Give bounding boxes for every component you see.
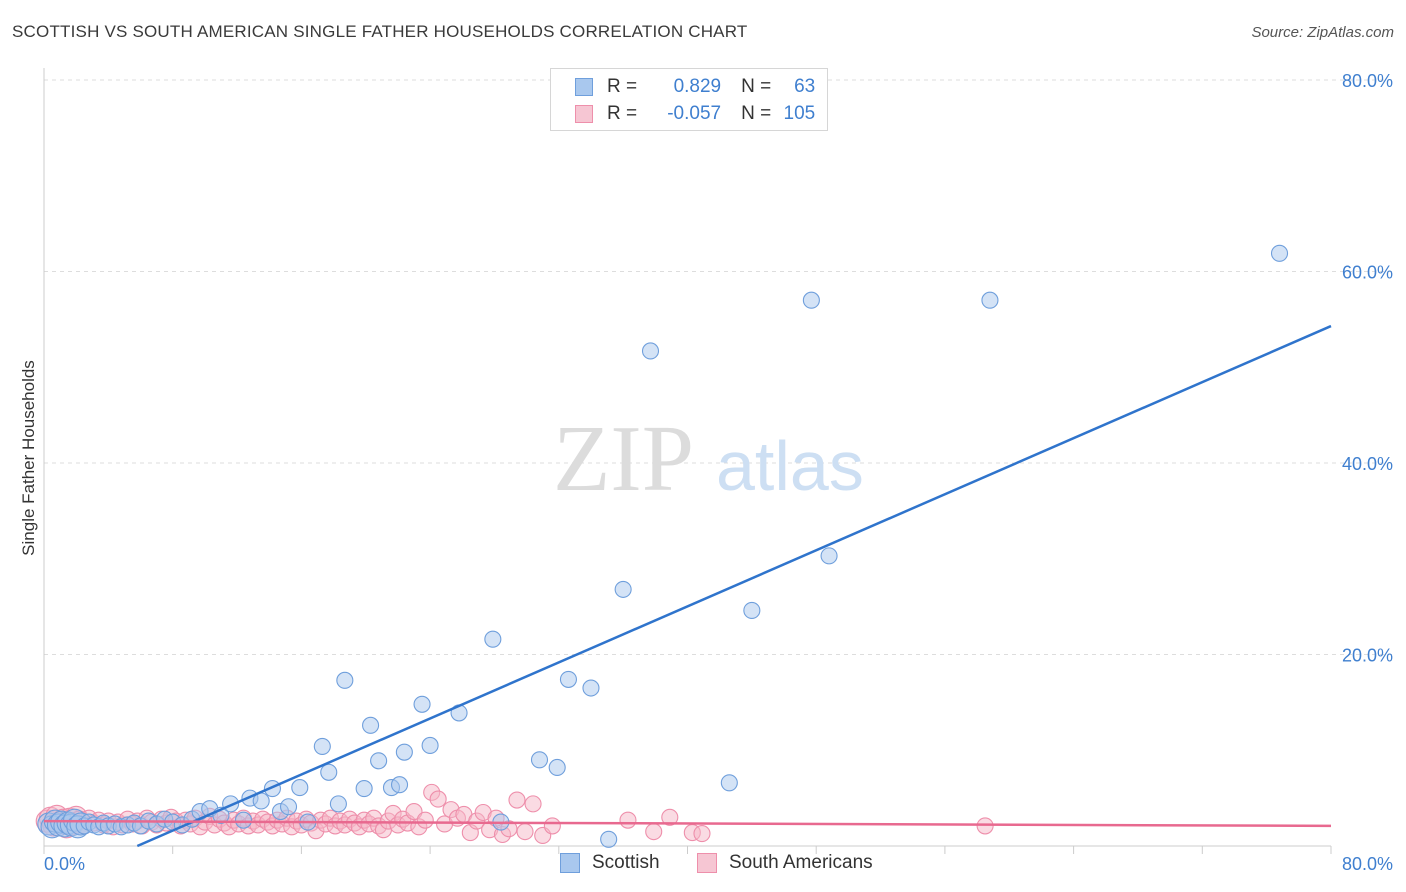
scottish-point-67: [1270, 244, 1289, 262]
scottish-point-56: [548, 758, 566, 777]
south-americans-point-104: [693, 825, 711, 843]
legend-r-value-scottish: 0.829: [673, 76, 722, 97]
scottish-point-38: [291, 779, 309, 797]
scottish-point-50: [413, 695, 431, 713]
y-tick-label-40: 40.0%: [1342, 454, 1393, 474]
legend-row-south-americans: R = -0.057 N = 105: [551, 101, 815, 127]
legend-swatch-scottish: [575, 78, 593, 96]
legend-row-scottish: R = 0.829 N = 63: [551, 74, 815, 100]
south-americans-point-79: [405, 802, 423, 821]
watermark: ZIP atlas: [553, 407, 864, 511]
scottish-point-48: [390, 776, 409, 794]
watermark-zip: ZIP: [553, 407, 694, 511]
south-americans-point-96: [516, 823, 534, 841]
scottish-point-37: [279, 798, 298, 816]
y-tick-label-20: 20.0%: [1342, 646, 1393, 666]
south-americans-point-95: [508, 791, 526, 809]
legend-r-value-south-americans: -0.057: [667, 103, 722, 124]
south-americans-point-105: [976, 817, 994, 835]
series-legend: Scottish South Americans: [0, 852, 1406, 876]
scottish-point-41: [320, 763, 338, 781]
series-south-americans-points: [35, 783, 994, 845]
south-americans-point-101: [645, 823, 663, 841]
legend-r-label: R =: [607, 76, 638, 97]
scottish-point-64: [802, 291, 820, 309]
series-scottish-points: [37, 244, 1289, 848]
legend-swatch-scottish: [560, 853, 580, 873]
scottish-point-57: [559, 670, 578, 688]
gridlines: [44, 79, 1393, 655]
legend-swatch-south-americans: [697, 853, 717, 873]
legend-n-value-scottish: 63: [794, 76, 816, 97]
scottish-point-49: [395, 743, 413, 761]
legend-label-south-americans: South Americans: [729, 852, 873, 873]
scottish-point-62: [720, 774, 738, 792]
legend-n-label: N =: [741, 103, 772, 124]
legend-item-south-americans[interactable]: South Americans: [697, 852, 873, 874]
y-axis-label: Single Father Households: [19, 360, 38, 556]
chart-title: SCOTTISH VS SOUTH AMERICAN SINGLE FATHER…: [12, 22, 748, 41]
scottish-point-40: [313, 737, 331, 755]
scottish-point-58: [582, 679, 600, 697]
source-credit: Source: ZipAtlas.com: [1251, 24, 1394, 41]
scottish-point-59: [600, 830, 618, 848]
south-americans-point-83: [429, 790, 447, 808]
legend-n-label: N =: [741, 76, 772, 97]
legend-n-value-south-americans: 105: [783, 103, 816, 124]
scottish-point-65: [820, 547, 838, 565]
legend-swatch-south-americans: [575, 105, 593, 123]
y-axis-tick-labels: 20.0% 40.0% 60.0% 80.0%: [1342, 71, 1393, 666]
x-axis-ticks: [43, 846, 1332, 854]
x-tick-min: 0.0%: [44, 854, 85, 874]
watermark-atlas: atlas: [716, 427, 864, 505]
scottish-point-32: [234, 811, 253, 829]
scottish-point-45: [362, 716, 380, 734]
y-tick-label-60: 60.0%: [1342, 263, 1393, 283]
south-americans-point-102: [661, 808, 679, 826]
south-americans-point-81: [416, 811, 434, 829]
scottish-trend-line: [136, 324, 1332, 848]
south-americans-point-100: [619, 811, 637, 829]
legend-r-label: R =: [607, 103, 638, 124]
stats-legend: R = 0.829 N = 63 R = -0.057 N = 105: [550, 68, 828, 131]
south-americans-point-97: [524, 795, 542, 813]
scottish-point-55: [530, 751, 549, 769]
scottish-point-66: [981, 291, 999, 309]
legend-item-scottish[interactable]: Scottish: [560, 852, 660, 874]
south-americans-point-99: [543, 817, 561, 835]
scottish-point-42: [329, 795, 347, 813]
legend-label-scottish: Scottish: [592, 852, 660, 873]
x-tick-max: 80.0%: [1342, 854, 1393, 874]
scottish-point-61: [641, 342, 660, 360]
scottish-point-43: [336, 671, 354, 689]
scottish-point-60: [614, 580, 632, 598]
south-americans-trend-line: [43, 819, 1332, 828]
y-tick-label-80: 80.0%: [1342, 71, 1393, 91]
scottish-point-44: [355, 779, 373, 798]
scottish-point-51: [421, 736, 439, 755]
scottish-point-63: [743, 601, 761, 620]
scottish-point-53: [484, 630, 502, 648]
scottish-point-46: [370, 752, 388, 770]
